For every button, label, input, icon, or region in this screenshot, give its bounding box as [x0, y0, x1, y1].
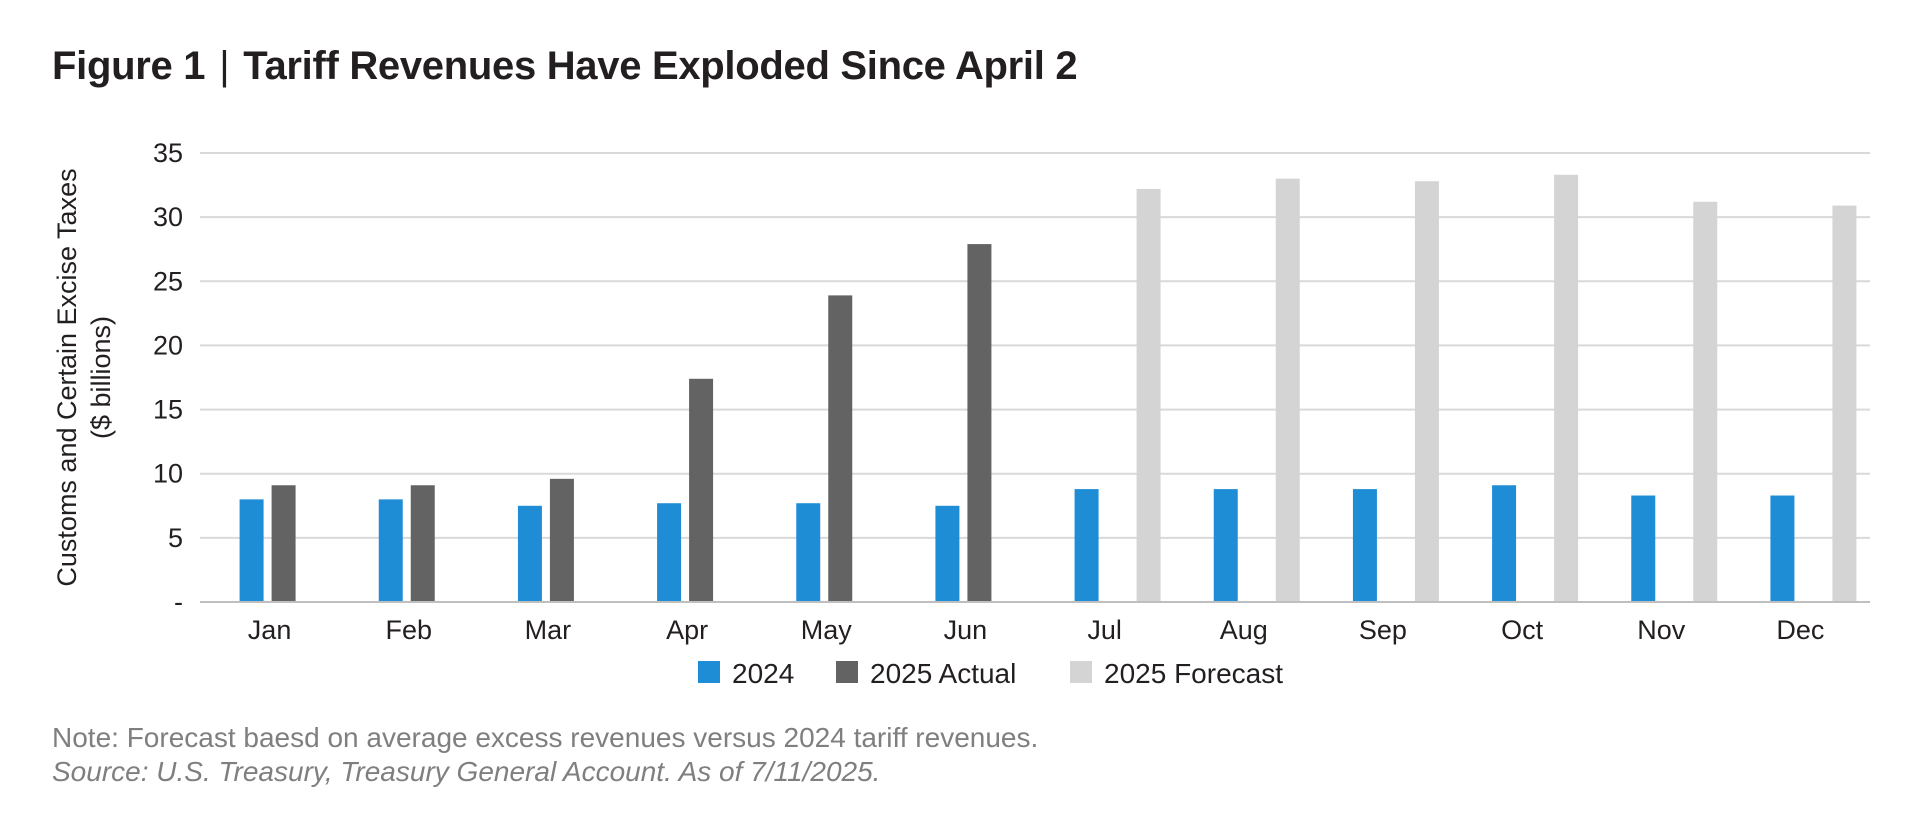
- bar-2024-jul: [1074, 489, 1099, 602]
- bar-2025-forecast-jul: [1136, 188, 1161, 603]
- x-tick-label: Apr: [666, 615, 708, 645]
- y-tick-label: 25: [153, 266, 183, 296]
- bar-2025-actual-may: [828, 295, 853, 602]
- bar-2025-forecast-aug: [1275, 178, 1300, 602]
- x-tick-label: Mar: [525, 615, 572, 645]
- bar-2024-may: [796, 503, 821, 602]
- bar-2024-apr: [657, 503, 682, 602]
- bar-2025-actual-apr: [689, 378, 714, 602]
- bar-2025-actual-mar: [549, 478, 574, 602]
- legend-swatch: [698, 661, 720, 683]
- legend-swatch: [836, 661, 858, 683]
- bar-2024-oct: [1492, 485, 1517, 602]
- x-tick-label: Jan: [248, 615, 292, 645]
- y-tick-label: -: [174, 587, 183, 617]
- legend-label: 2025 Forecast: [1104, 658, 1283, 689]
- x-axis-ticks: Jan Feb Mar Apr May Jun Jul Aug Sep Oct Nov Dec: [248, 615, 1825, 645]
- bar-2024-dec: [1770, 495, 1795, 602]
- bar-2024-jan: [239, 499, 264, 602]
- gridlines: [200, 152, 1870, 539]
- legend-swatch: [1070, 661, 1092, 683]
- legend-label: 2024: [732, 658, 794, 689]
- bar-2024-feb: [378, 499, 403, 602]
- x-tick-label: Dec: [1776, 615, 1824, 645]
- y-tick-label: 20: [153, 330, 183, 360]
- bar-2025-forecast-sep: [1414, 181, 1439, 603]
- y-axis-title-line-2: ($ billions): [86, 316, 116, 439]
- bar-2024-aug: [1213, 489, 1238, 602]
- bar-2024-sep: [1352, 489, 1377, 602]
- bar-2025-actual-feb: [410, 485, 435, 602]
- bar-chart: - 5 10 15 20 25 30 35 Customs and Certain Excis…: [52, 138, 1870, 689]
- x-tick-label: May: [801, 615, 853, 645]
- bars: [239, 174, 1857, 603]
- title-text: Tariff Revenues Have Exploded Since Apri…: [243, 44, 1078, 88]
- y-axis-ticks: - 5 10 15 20 25 30 35: [153, 138, 183, 617]
- bar-2025-actual-jan: [271, 485, 296, 602]
- bar-2025-actual-jun: [967, 244, 992, 602]
- bar-2025-forecast-oct: [1554, 174, 1579, 602]
- chart-title: Figure 1 | Tariff Revenues Have Exploded S…: [52, 44, 1078, 89]
- y-tick-label: 35: [153, 138, 183, 168]
- x-tick-label: Feb: [385, 615, 432, 645]
- y-tick-label: 10: [153, 459, 183, 489]
- y-axis-title: Customs and Certain Excise Taxes ($ bill…: [52, 168, 116, 586]
- legend: 2024 2025 Actual 2025 Forecast: [698, 658, 1283, 689]
- x-tick-label: Nov: [1637, 615, 1686, 645]
- bar-2025-forecast-nov: [1693, 201, 1718, 602]
- y-axis-title-line-1: Customs and Certain Excise Taxes: [52, 168, 82, 586]
- y-tick-label: 5: [168, 523, 183, 553]
- chart-note: Note: Forecast baesd on average excess r…: [52, 722, 1039, 753]
- bar-2024-mar: [517, 505, 542, 602]
- x-tick-label: Oct: [1501, 615, 1544, 645]
- chart-source: Source: U.S. Treasury, Treasury General …: [52, 756, 881, 787]
- title-separator: |: [219, 44, 230, 88]
- x-tick-label: Sep: [1359, 615, 1407, 645]
- x-tick-label: Jun: [944, 615, 988, 645]
- legend-label: 2025 Actual: [870, 658, 1016, 689]
- bar-2024-jun: [935, 505, 960, 602]
- y-tick-label: 30: [153, 202, 183, 232]
- x-tick-label: Jul: [1087, 615, 1122, 645]
- x-tick-label: Aug: [1220, 615, 1268, 645]
- y-tick-label: 15: [153, 395, 183, 425]
- figure-label: Figure 1: [52, 44, 206, 88]
- bar-2025-forecast-dec: [1832, 205, 1857, 602]
- bar-2024-nov: [1631, 495, 1656, 602]
